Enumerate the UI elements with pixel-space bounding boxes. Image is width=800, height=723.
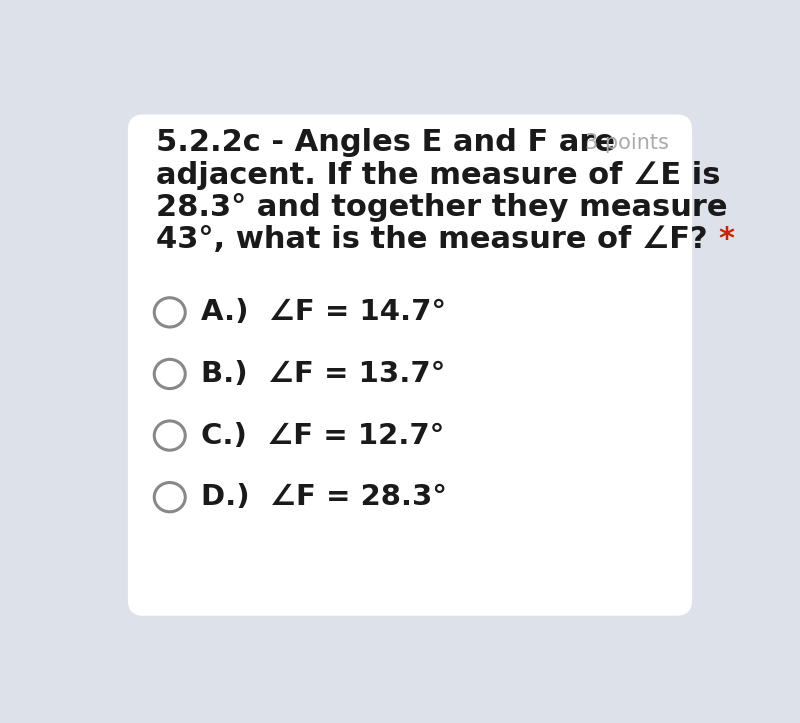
FancyBboxPatch shape xyxy=(128,114,692,616)
Text: *: * xyxy=(718,226,734,254)
Text: adjacent. If the measure of ∠E is: adjacent. If the measure of ∠E is xyxy=(156,161,720,190)
Text: 28.3° and together they measure: 28.3° and together they measure xyxy=(156,193,727,222)
Text: 43°, what is the measure of ∠F?: 43°, what is the measure of ∠F? xyxy=(156,226,718,254)
Text: B.)  ∠F = 13.7°: B.) ∠F = 13.7° xyxy=(201,360,445,388)
Text: C.)  ∠F = 12.7°: C.) ∠F = 12.7° xyxy=(201,422,444,450)
Text: 5.2.2c - Angles E and F are: 5.2.2c - Angles E and F are xyxy=(156,129,614,158)
Text: A.)  ∠F = 14.7°: A.) ∠F = 14.7° xyxy=(201,299,446,326)
Text: D.)  ∠F = 28.3°: D.) ∠F = 28.3° xyxy=(201,483,446,511)
Text: 43°, what is the measure of ∠F?: 43°, what is the measure of ∠F? xyxy=(156,226,718,254)
Text: 3 points: 3 points xyxy=(585,133,669,153)
